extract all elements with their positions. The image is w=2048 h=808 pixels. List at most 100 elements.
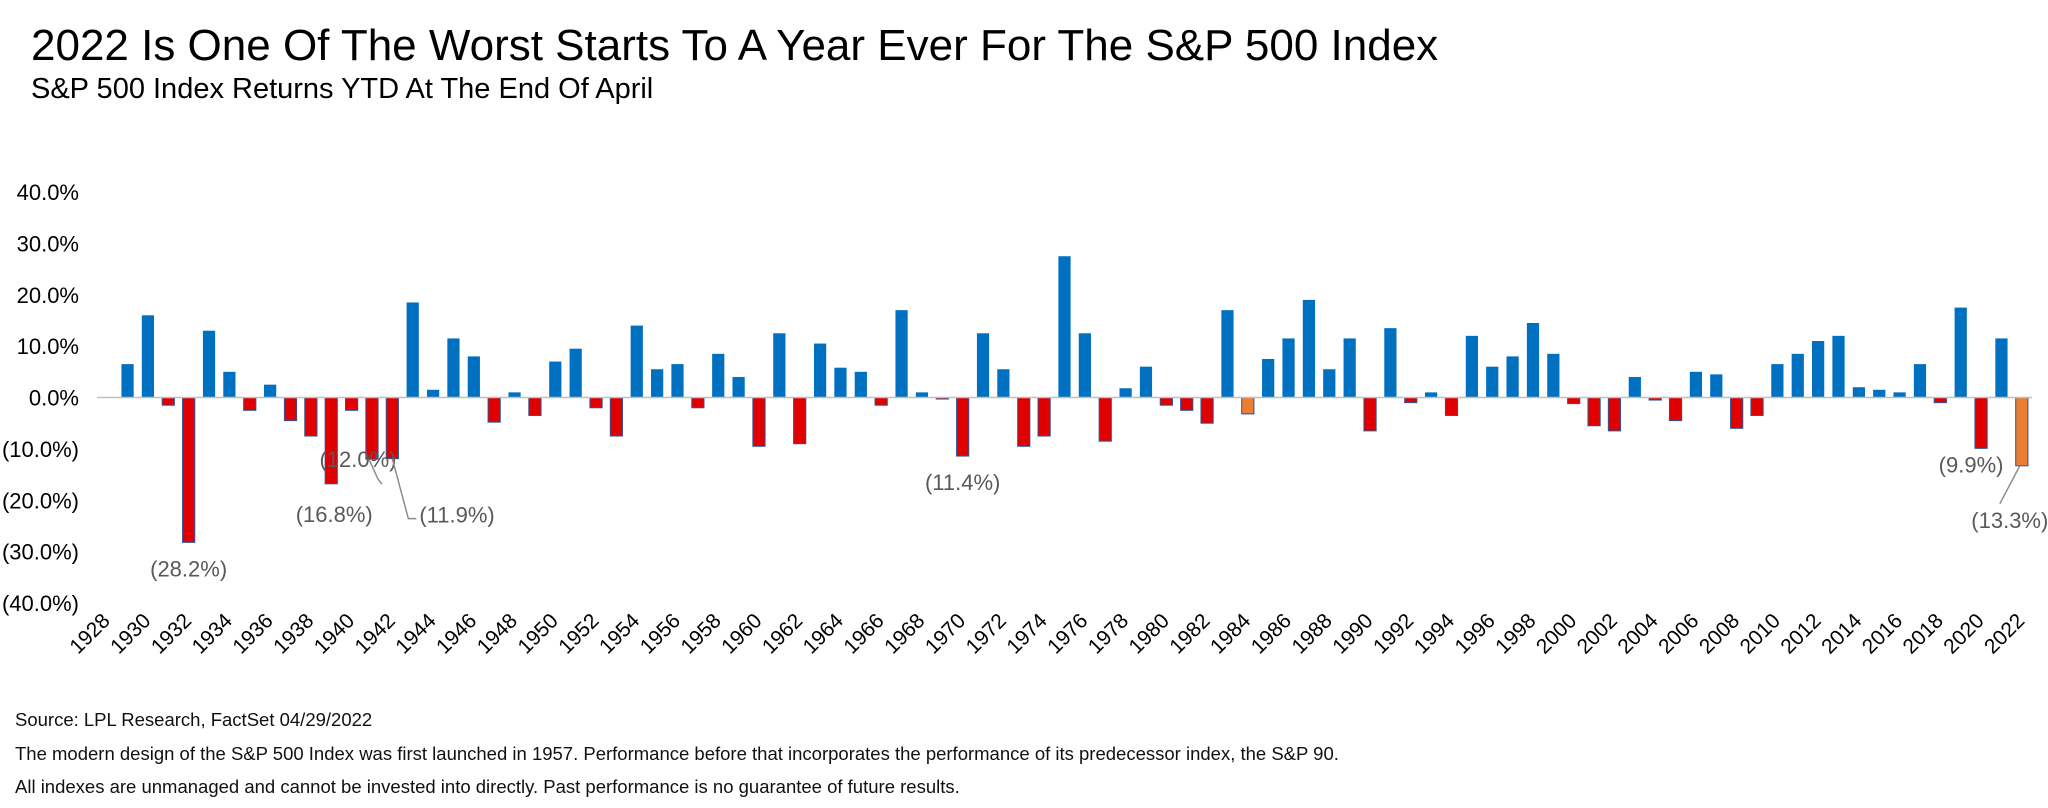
bar-1968 [915,392,929,398]
bar-1952 [589,397,603,409]
bar-1974 [1037,397,1051,437]
x-tick-label: 2000 [1532,609,1581,658]
x-tick-label: 1956 [636,609,685,658]
bar-2019 [1954,307,1967,398]
bar-2005 [1668,397,1683,422]
x-tick-label: 1940 [310,609,359,658]
x-tick-label: 1938 [269,609,318,658]
x-tick-label: 2014 [1817,609,1867,659]
bar-1954 [630,325,643,398]
x-tick-label: 2022 [1980,609,2029,658]
bar-1992 [1404,397,1418,404]
bar-1960 [752,397,766,447]
x-tick-label: 2018 [1899,609,1948,658]
x-tick-label: 1980 [1125,609,1174,658]
bar-1932 [182,397,196,543]
bar-1972 [997,369,1010,398]
bar-2001 [1587,397,1601,427]
bar-1959 [732,376,745,398]
bar-1984 [1241,397,1255,415]
bar-1996 [1486,366,1499,398]
bar-2017 [1913,364,1927,398]
bar-2010 [1771,364,1784,398]
x-tick-label: 2002 [1573,609,1622,658]
bar-2007 [1710,374,1723,398]
y-tick-label: (20.0%) [2,488,79,513]
bar-1982 [1200,397,1214,424]
x-tick-label: 1992 [1369,609,1418,658]
x-tick-label: 1962 [758,609,807,658]
data-label-1942: (11.9%) [419,503,494,528]
bar-1975 [1058,256,1071,398]
bar-1940 [344,397,359,411]
bar-2014 [1852,387,1865,398]
x-tick-label: 1952 [554,609,603,658]
x-tick-label: 1932 [147,609,196,658]
bar-1937 [283,397,298,422]
bar-1943 [406,302,419,398]
data-label-1939: (16.8%) [296,502,373,527]
x-tick-label: 1994 [1410,609,1460,659]
chart-subtitle: S&P 500 Index Returns YTD At The End Of … [31,73,654,105]
source-note: Source: LPL Research, FactSet 04/29/2022 [15,709,373,730]
x-tick-label: 1974 [1002,609,1052,659]
y-tick-label: (10.0%) [2,437,79,462]
bar-1967 [895,310,908,398]
bar-1971 [976,333,990,398]
leader-line [368,458,383,485]
x-tick-label: 1954 [595,609,645,659]
x-tick-label: 1934 [188,609,238,659]
bar-1988 [1323,369,1336,398]
x-tick-label: 1982 [1165,609,1214,658]
bar-1986 [1282,338,1295,398]
bar-1955 [651,369,664,398]
x-tick-label: 2008 [1695,609,1744,658]
bar-1983 [1221,310,1234,398]
x-tick-label: 1968 [880,609,929,658]
bar-1944 [426,389,440,398]
bar-1998 [1526,323,1540,398]
bar-2018 [1933,397,1947,404]
bar-2002 [1607,397,1622,432]
x-tick-label: 1978 [1084,609,1133,658]
bar-1977 [1098,397,1112,442]
bar-2020 [1974,397,1988,449]
bar-1949 [528,397,542,416]
x-tick-label: 1942 [351,609,400,658]
bar-2021 [1995,338,2008,398]
x-tick-label: 1970 [921,609,970,658]
bar-2022 [2015,397,2029,467]
bar-1934 [223,371,236,398]
bar-1929 [121,364,134,398]
bar-2013 [1832,335,1845,398]
bar-1948 [508,392,521,398]
x-tick-label: 1966 [839,609,888,658]
chart-title: 2022 Is One Of The Worst Starts To A Yea… [31,21,1439,70]
bar-1964 [834,367,847,398]
bar-1994 [1444,397,1459,416]
data-label-2022: (13.3%) [1971,508,2048,533]
bar-1989 [1343,338,1356,398]
bar-1981 [1180,397,1194,411]
bar-1963 [813,343,827,398]
x-tick-label: 1928 [65,609,114,658]
bar-1962 [793,397,807,445]
bar-1947 [487,397,501,423]
x-tick-label: 1944 [391,609,441,659]
bar-2011 [1791,353,1804,398]
x-tick-label: 2010 [1736,609,1785,658]
bar-1951 [569,348,582,398]
x-tick-label: 1946 [432,609,481,658]
y-tick-label: 0.0% [29,386,79,411]
bar-1999 [1547,353,1560,398]
bar-2012 [1812,340,1825,398]
data-label-2020: (9.9%) [1939,452,2004,477]
bar-1938 [304,397,318,437]
y-tick-label: 40.0% [17,180,79,205]
y-tick-label: (40.0%) [2,591,79,616]
bar-1979 [1139,366,1153,398]
bar-1936 [264,384,277,398]
bar-1973 [1017,397,1031,447]
bar-1953 [609,397,624,437]
bar-2003 [1628,376,1641,398]
